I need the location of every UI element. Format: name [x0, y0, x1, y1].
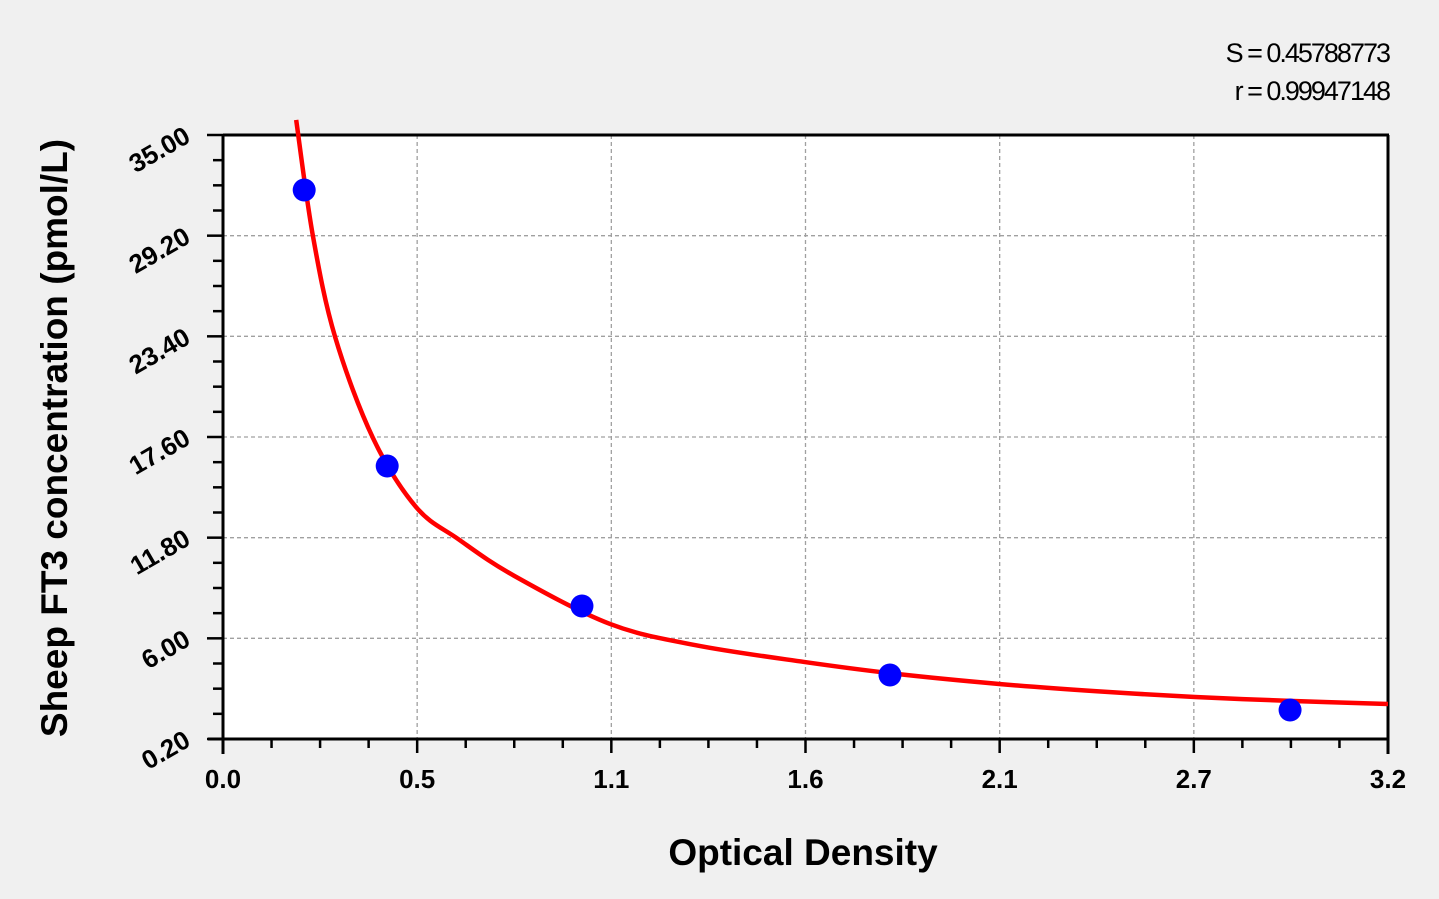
y-tick-label: 29.20: [124, 221, 195, 280]
data-point: [375, 454, 399, 478]
y-tick-label: 17.60: [124, 422, 195, 481]
r-value-label: r = 0.99947148: [1234, 76, 1391, 106]
x-tick-label: 3.2: [1370, 764, 1406, 794]
y-tick-label: 6.00: [136, 624, 195, 675]
fitted-curve: [293, 119, 1389, 707]
y-tick-label: 23.40: [124, 322, 195, 381]
y-tick-label: 0.20: [136, 724, 195, 775]
fit-statistics: S = 0.45788773 r = 0.99947148: [1225, 34, 1391, 110]
x-tick-label: 0.5: [399, 764, 435, 794]
data-point: [570, 594, 594, 618]
axis-ticks: [207, 133, 1390, 753]
x-tick-label: 1.6: [787, 764, 823, 794]
data-point: [878, 663, 902, 687]
x-tick-label: 0.0: [205, 764, 241, 794]
grid-lines: [223, 135, 1388, 739]
s-value-label: S = 0.45788773: [1225, 38, 1391, 68]
y-axis-title: Sheep FT3 concentration (pmol/L): [34, 138, 75, 738]
x-tick-labels: 0.0 0.5 1.1 1.6 2.1 2.7 3.2: [205, 764, 1406, 794]
curve-path: [293, 119, 1389, 707]
x-tick-label: 1.1: [593, 764, 629, 794]
data-point: [1278, 698, 1302, 722]
x-tick-label: 2.1: [982, 764, 1018, 794]
axes: [208, 133, 1390, 754]
x-axis-title: Optical Density: [668, 832, 938, 873]
y-tick-label: 35.00: [124, 120, 195, 179]
data-point: [292, 178, 316, 202]
x-tick-label: 2.7: [1176, 764, 1212, 794]
y-tick-label: 11.80: [125, 523, 195, 581]
y-tick-labels: 0.20 6.00 11.80 17.60 23.40 29.20 35.00: [124, 120, 195, 775]
data-points: [292, 178, 1302, 722]
